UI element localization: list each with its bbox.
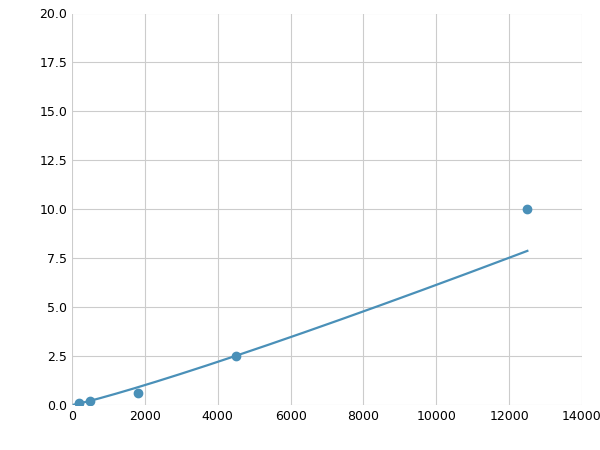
Point [85, 397, 95, 405]
Point [133, 390, 142, 397]
Point [523, 206, 532, 213]
Point [74, 400, 84, 407]
Point [231, 352, 241, 360]
